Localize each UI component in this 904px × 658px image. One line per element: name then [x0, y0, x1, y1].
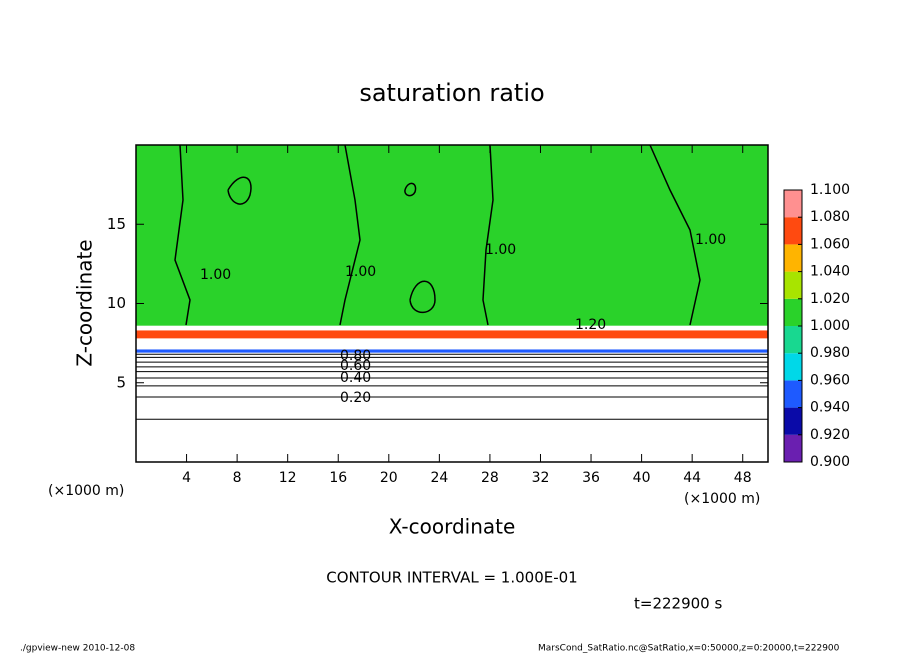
- colorbar-band: [784, 217, 802, 245]
- colorbar-band: [784, 190, 802, 218]
- x-tick-label: 24: [430, 470, 448, 486]
- region: [136, 145, 768, 326]
- contour-label: 1.00: [695, 232, 726, 248]
- x-tick-label: 44: [683, 470, 701, 486]
- colorbar-tick-label: 1.020: [810, 291, 850, 307]
- contour-label: 1.00: [200, 267, 231, 283]
- x-tick-label: 32: [532, 470, 550, 486]
- y-tick-label: 10: [107, 294, 126, 312]
- contour-label: 1.20: [575, 317, 606, 333]
- contour-line: [409, 280, 436, 314]
- contour-label: 1.00: [345, 264, 376, 280]
- colorbar-tick-label: 0.960: [810, 372, 850, 388]
- y-tick-label: 15: [107, 215, 126, 233]
- x-unit: (×1000 m): [684, 491, 760, 507]
- x-tick-label: 48: [734, 470, 752, 486]
- colorbar-tick-label: 1.000: [810, 318, 850, 334]
- contour-label: 0.80: [340, 348, 371, 364]
- colorbar-band: [784, 244, 802, 272]
- colorbar-band: [784, 271, 802, 299]
- footer: ./gpview-new 2010-12-08: [20, 644, 135, 654]
- colorbar-band: [784, 298, 802, 326]
- colorbar-tick-label: 0.940: [810, 400, 850, 416]
- contour-line: [404, 182, 417, 197]
- chart-title: saturation ratio: [359, 79, 544, 107]
- colorbar-band: [784, 380, 802, 408]
- colorbar-tick-label: 0.900: [810, 454, 850, 470]
- footer: MarsCond_SatRatio.nc@SatRatio,x=0:50000,…: [538, 644, 840, 654]
- colorbar-tick-label: 0.980: [810, 345, 850, 361]
- axes: 0.900 0.920 0.940 0.960 0.980 1.000 1.020 1.040…: [107, 144, 850, 486]
- contour-decoration: [174, 144, 701, 326]
- region: [136, 330, 768, 339]
- colorbar-band: [784, 434, 802, 462]
- x-tick-label: 40: [633, 470, 651, 486]
- x-unit: (×1000 m): [48, 483, 124, 499]
- contour-line: [227, 176, 252, 205]
- colorbar-tick-label: 1.100: [810, 182, 850, 198]
- colorbar-tick-label: 1.040: [810, 264, 850, 280]
- colorbar-tick-label: 1.080: [810, 209, 850, 225]
- x-tick-label: 12: [279, 470, 297, 486]
- x-tick-label: 4: [182, 470, 191, 486]
- colorbar-tick-label: 0.920: [810, 427, 850, 443]
- contour-label: 0.20: [340, 390, 371, 406]
- x-tick-label: 20: [380, 470, 398, 486]
- contour-line: [339, 144, 361, 326]
- contour-line: [649, 144, 701, 326]
- colorbar-band: [784, 353, 802, 381]
- contour-label: 1.00: [485, 242, 516, 258]
- x-axis-label: X-coordinate: [389, 515, 516, 539]
- colorbar-tick-label: 1.060: [810, 236, 850, 252]
- contour-line: [482, 144, 494, 326]
- colorbar-band: [784, 407, 802, 435]
- x-tick-label: 28: [481, 470, 499, 486]
- y-axis-label: Z-coordinate: [73, 239, 97, 366]
- region: [136, 349, 768, 353]
- y-tick-label: 5: [116, 373, 126, 391]
- colorbar-band: [784, 326, 802, 354]
- contour-line: [174, 144, 191, 326]
- x-tick-label: 8: [233, 470, 242, 486]
- contour-label: 0.60: [340, 358, 371, 374]
- x-tick-label: 36: [582, 470, 600, 486]
- time-label: t=222900 s: [634, 595, 722, 613]
- x-tick-label: 16: [329, 470, 347, 486]
- contour-label: 0.40: [340, 370, 371, 386]
- contour-interval: CONTOUR INTERVAL = 1.000E-01: [326, 569, 577, 587]
